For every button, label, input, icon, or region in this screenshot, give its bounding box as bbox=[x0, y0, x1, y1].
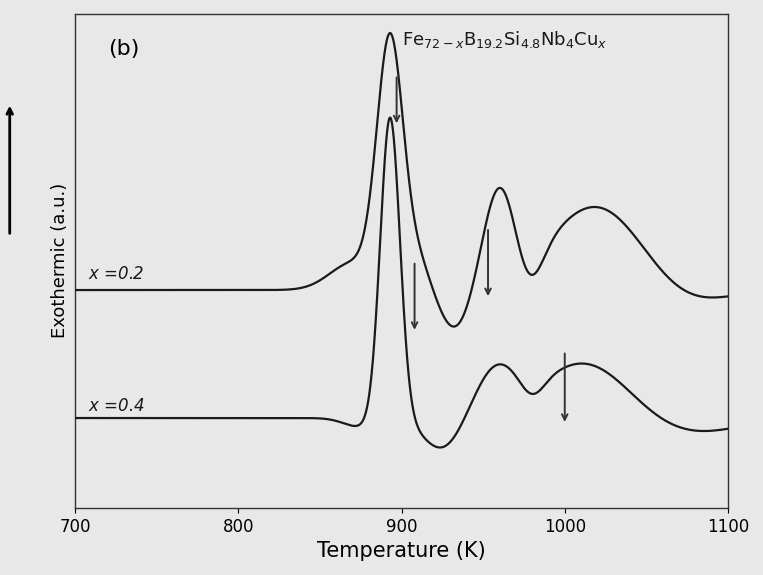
Y-axis label: Exothermic (a.u.): Exothermic (a.u.) bbox=[51, 183, 69, 339]
X-axis label: Temperature (K): Temperature (K) bbox=[317, 541, 486, 561]
Text: $x$ =0.4: $x$ =0.4 bbox=[88, 397, 145, 415]
Text: Fe$_{72-x}$B$_{19.2}$Si$_{4.8}$Nb$_4$Cu$_x$: Fe$_{72-x}$B$_{19.2}$Si$_{4.8}$Nb$_4$Cu$… bbox=[401, 29, 607, 49]
Text: (b): (b) bbox=[108, 39, 139, 59]
Text: $x$ =0.2: $x$ =0.2 bbox=[88, 265, 144, 283]
